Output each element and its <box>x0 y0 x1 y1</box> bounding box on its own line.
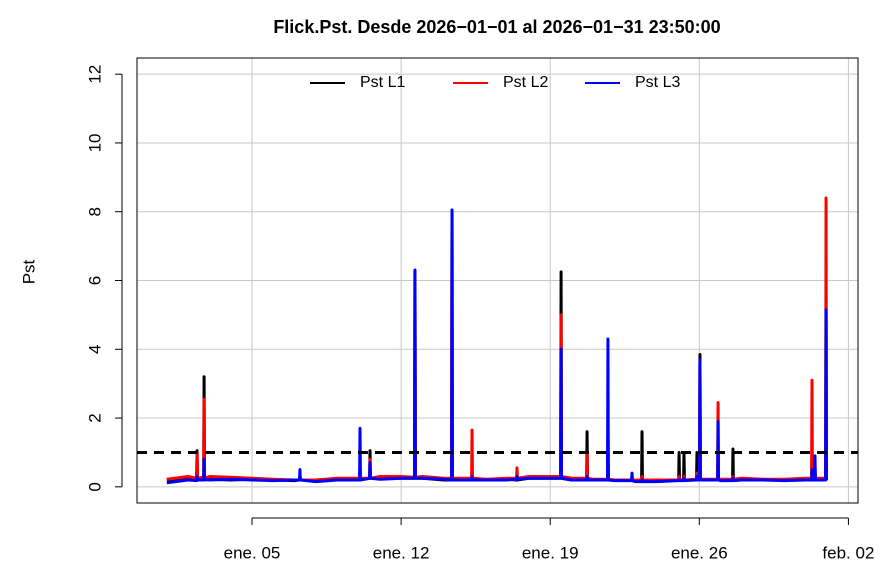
y-axis-label: Pst <box>19 259 38 284</box>
x-tick-label: ene. 12 <box>373 543 430 562</box>
legend-label: Pst L1 <box>360 74 405 91</box>
line-series <box>166 196 829 482</box>
y-tick-label: 12 <box>85 65 104 84</box>
y-tick-label: 10 <box>85 133 104 152</box>
legend-label: Pst L2 <box>503 74 548 91</box>
y-tick-label: 8 <box>85 207 104 216</box>
y-tick-label: 6 <box>85 276 104 285</box>
y-tick-label: 2 <box>85 413 104 422</box>
line-series <box>166 210 829 483</box>
x-tick-label: ene. 26 <box>671 543 728 562</box>
chart-title: Flick.Pst. Desde 2026−01−01 al 2026−01−3… <box>273 17 720 37</box>
x-tick-label: ene. 05 <box>224 543 281 562</box>
y-tick-label: 0 <box>85 482 104 491</box>
line-series <box>166 208 829 485</box>
x-tick-label: feb. 02 <box>822 543 874 562</box>
y-tick-label: 4 <box>85 345 104 354</box>
x-tick-label: ene. 19 <box>522 543 579 562</box>
legend-label: Pst L3 <box>635 74 680 91</box>
plot-frame <box>136 57 859 504</box>
